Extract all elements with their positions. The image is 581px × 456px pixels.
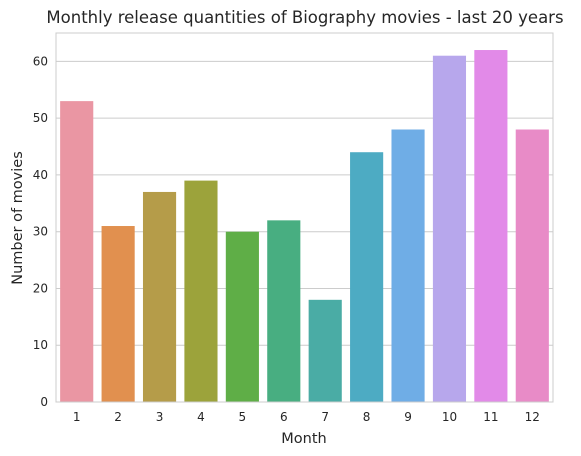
x-tick-label: 3 bbox=[156, 410, 164, 424]
bar-month-6 bbox=[267, 220, 301, 402]
x-tick-label: 6 bbox=[280, 410, 288, 424]
y-tick-label: 60 bbox=[33, 54, 48, 68]
x-tick-label: 4 bbox=[197, 410, 205, 424]
bar-month-12 bbox=[515, 129, 549, 402]
x-tick-label: 11 bbox=[483, 410, 498, 424]
x-tick-label: 1 bbox=[73, 410, 81, 424]
bar-month-2 bbox=[101, 226, 135, 402]
bar-month-5 bbox=[225, 231, 259, 402]
y-tick-label: 10 bbox=[33, 338, 48, 352]
y-tick-label: 40 bbox=[33, 168, 48, 182]
y-axis-label: Number of movies bbox=[10, 151, 26, 285]
y-tick-labels: 0 10 20 30 40 50 60 bbox=[33, 54, 48, 409]
x-tick-label: 8 bbox=[363, 410, 371, 424]
bar-month-11 bbox=[474, 50, 508, 403]
y-tick-label: 30 bbox=[33, 225, 48, 239]
bar-month-4 bbox=[184, 180, 218, 402]
y-tick-label: 0 bbox=[40, 395, 48, 409]
x-tick-label: 2 bbox=[114, 410, 122, 424]
x-tick-label: 5 bbox=[239, 410, 247, 424]
y-tick-label: 50 bbox=[33, 111, 48, 125]
x-tick-label: 12 bbox=[525, 410, 540, 424]
x-tick-label: 7 bbox=[321, 410, 329, 424]
x-axis-label: Month bbox=[281, 431, 326, 447]
y-tick-label: 20 bbox=[33, 281, 48, 295]
chart-title: Monthly release quantities of Biography … bbox=[46, 8, 563, 27]
bar-month-7 bbox=[308, 299, 342, 402]
bar-month-9 bbox=[391, 129, 425, 402]
bars bbox=[60, 50, 549, 403]
bar-month-8 bbox=[350, 152, 384, 402]
bar-month-1 bbox=[60, 101, 94, 402]
bar-month-10 bbox=[432, 55, 467, 402]
x-tick-labels: 1 2 3 4 5 6 7 8 9 10 11 12 bbox=[73, 410, 540, 424]
x-tick-label: 10 bbox=[442, 410, 457, 424]
x-tick-label: 9 bbox=[404, 410, 412, 424]
bar-month-3 bbox=[142, 191, 177, 402]
plot-frame bbox=[55, 32, 554, 403]
y-gridlines bbox=[56, 60, 553, 403]
